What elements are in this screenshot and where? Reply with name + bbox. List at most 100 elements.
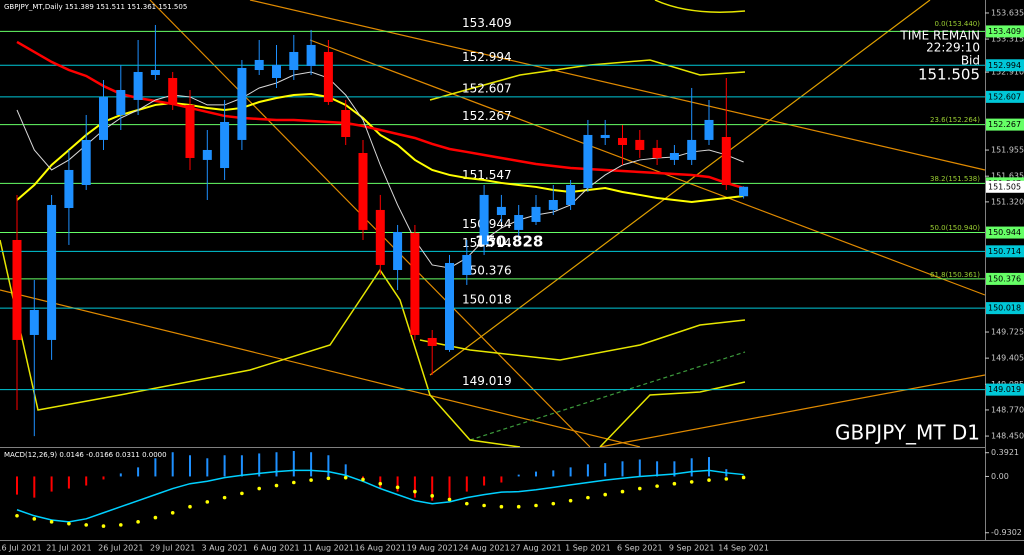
trend-line	[309, 39, 986, 296]
signal-dot	[15, 513, 19, 518]
histogram-bar	[638, 459, 641, 477]
signal-dot	[620, 489, 625, 494]
signal-dot	[309, 478, 313, 482]
histogram-bar	[483, 476, 486, 486]
histogram-bar	[310, 452, 313, 477]
histogram-bar	[569, 467, 572, 477]
y-tick-label: 153.315	[991, 35, 1024, 44]
candle-body	[514, 215, 524, 230]
level-label: 153.409	[462, 16, 512, 30]
signal-dot	[465, 501, 469, 506]
level-price-box	[986, 226, 1024, 239]
signal-dot	[395, 485, 400, 490]
level-price-box	[986, 245, 1024, 258]
histogram-bar	[206, 458, 209, 477]
candle-body	[29, 309, 39, 335]
signal-dot	[205, 500, 210, 504]
histogram-bar	[431, 476, 434, 501]
band	[599, 381, 746, 448]
level-price-label: 152.994	[988, 61, 1021, 70]
trend-line	[249, 0, 986, 171]
level-price-box	[986, 118, 1024, 131]
histogram-bar	[16, 476, 18, 495]
indicator-title: MACD(12,26,9) 0.0146 -0.0166 0.0311 0.00…	[4, 451, 167, 459]
candle-body	[358, 152, 368, 230]
candle-body	[116, 90, 126, 115]
candle-body	[81, 139, 91, 185]
signal-dot	[292, 480, 296, 485]
band	[429, 59, 746, 101]
level-price-box	[986, 59, 1024, 72]
candle-body	[635, 139, 645, 150]
histogram-bar	[708, 457, 710, 477]
histogram-bar	[517, 474, 520, 477]
y-tick-label: 151.320	[991, 197, 1024, 206]
candle-body	[254, 59, 264, 71]
signal-dot	[188, 504, 192, 509]
candle-body	[12, 239, 22, 340]
candle-body	[531, 206, 541, 222]
y-tick-label: 148.770	[991, 405, 1024, 414]
histogram-bar	[690, 458, 693, 477]
histogram-bar	[656, 461, 659, 477]
level-label: 149.019	[462, 374, 512, 388]
signal-dot	[689, 480, 694, 484]
candle-body	[618, 137, 627, 146]
candle-body	[99, 96, 108, 140]
histogram-bar	[604, 463, 607, 477]
macd-line	[16, 469, 744, 523]
candle-body	[462, 254, 472, 275]
bands	[0, 0, 746, 448]
candle-body	[687, 139, 697, 160]
histogram-bar	[500, 476, 503, 483]
band	[654, 0, 746, 13]
y-tick-label: 148.450	[991, 432, 1024, 441]
candle-body	[341, 109, 351, 138]
x-tick-label: 3 Aug 2021	[202, 544, 248, 553]
histogram-bar	[240, 455, 243, 477]
price-annotation: 150.828	[475, 233, 543, 251]
level-price-label: 149.019	[988, 385, 1021, 394]
candle-body	[306, 44, 316, 67]
candle-body	[289, 51, 299, 71]
fib-label: 38.2(151.538)	[930, 175, 980, 183]
histogram-bar	[552, 470, 555, 477]
signal-dot	[378, 481, 383, 486]
histogram-bar	[673, 461, 676, 477]
fib-label: 0.0(153.440)	[934, 20, 980, 28]
level-label: 152.607	[462, 81, 512, 95]
x-tick-label: 16 Jul 2021	[0, 544, 42, 553]
y-tick-label: 0.3921	[991, 448, 1019, 457]
level-price-box	[986, 25, 1024, 38]
candle-body	[669, 152, 679, 160]
level-price-label: 150.376	[988, 274, 1021, 283]
histogram-bar	[586, 464, 589, 477]
y-tick-label: 0.00	[991, 472, 1009, 481]
signal-dot	[153, 515, 158, 520]
signal-dot	[101, 524, 106, 528]
candle-body	[496, 206, 506, 216]
histogram-bar	[465, 476, 468, 492]
x-tick-label: 26 Jul 2021	[98, 544, 143, 553]
signal-dot	[413, 489, 417, 494]
signal-dot	[672, 481, 677, 486]
trend-line	[599, 374, 986, 448]
histogram-bar	[50, 476, 53, 492]
candle-body	[583, 134, 593, 189]
level-price-label: 150.714	[988, 247, 1021, 256]
histogram-bar	[292, 451, 295, 477]
candle-body	[150, 70, 160, 75]
level-price-label: 150.944	[988, 228, 1021, 237]
signal-dot	[361, 477, 365, 482]
time-remain-label: TIME REMAIN	[899, 29, 980, 43]
trend-line	[149, 0, 591, 448]
signal-dot	[516, 504, 521, 509]
signal-dot	[67, 521, 71, 526]
trend-line	[469, 351, 746, 441]
candle-body	[721, 137, 731, 185]
signal-dot	[534, 503, 538, 508]
histogram-bar	[621, 461, 624, 477]
symbol-label: GBPJPY_MT D1	[835, 421, 980, 445]
